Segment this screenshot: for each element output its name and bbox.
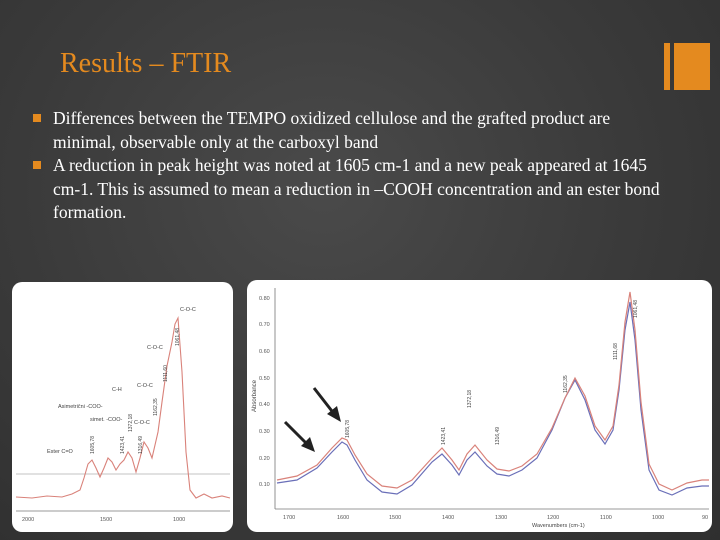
right-y-tick: 0.20 bbox=[259, 456, 270, 462]
right-x-tick: 1100 bbox=[600, 515, 612, 521]
right-y-axis-label: Absorbance bbox=[252, 379, 258, 412]
right-y-tick: 0.10 bbox=[259, 482, 270, 488]
right-y-tick: 0.30 bbox=[259, 429, 270, 435]
right-x-tick: 1300 bbox=[495, 515, 507, 521]
right-peak-label: 1372,18 bbox=[467, 390, 473, 408]
bullet-item: A reduction in peak height was noted at … bbox=[33, 154, 663, 225]
right-peak-label: 1423,41 bbox=[441, 427, 447, 445]
right-x-tick: 1000 bbox=[652, 515, 664, 521]
bullet-list: Differences between the TEMPO oxidized c… bbox=[33, 107, 663, 225]
left-peak-label: 1111,60 bbox=[163, 365, 169, 382]
left-annot-asym: Asimetrični -COO- bbox=[58, 404, 103, 410]
right-x-tick: 1700 bbox=[283, 515, 295, 521]
left-peak-label: 1162,35 bbox=[153, 398, 159, 416]
arrow-icon bbox=[283, 420, 315, 452]
right-y-tick: 0.80 bbox=[259, 296, 270, 302]
square-bullet-icon bbox=[33, 114, 41, 122]
left-annot-coc-mid: C-O-C bbox=[147, 345, 163, 351]
bullet-item: Differences between the TEMPO oxidized c… bbox=[33, 107, 663, 154]
arrow-icon bbox=[312, 387, 341, 422]
right-series-blue bbox=[276, 301, 709, 496]
left-annot-ch: C-H bbox=[112, 387, 122, 393]
right-y-tick: 0.70 bbox=[259, 322, 270, 328]
right-x-tick: 1400 bbox=[442, 515, 454, 521]
left-x-tick: 2000 bbox=[22, 517, 34, 523]
left-x-tick: 1000 bbox=[173, 517, 185, 523]
right-y-tick: 0.50 bbox=[259, 376, 270, 382]
ftir-spectrum-left-svg: C-O-C C-O-C C-O-C C-O-C C-H Asimetrični … bbox=[15, 307, 231, 523]
right-peak-label: 1162,35 bbox=[563, 375, 569, 393]
left-peak-label: 1605,78 bbox=[90, 436, 96, 454]
right-x-tick: 90 bbox=[702, 515, 708, 521]
right-y-tick: 0.60 bbox=[259, 349, 270, 355]
right-x-tick: 1200 bbox=[547, 515, 559, 521]
square-bullet-icon bbox=[33, 161, 41, 169]
left-annot-coc-top: C-O-C bbox=[180, 307, 196, 313]
right-peak-label: 1111,68 bbox=[613, 343, 619, 360]
left-peak-label: 1061,48 bbox=[175, 328, 181, 346]
left-peak-label: 1423,41 bbox=[120, 436, 126, 454]
ftir-spectrum-right-svg: 0.80 0.70 0.60 0.50 0.40 0.30 0.20 0.10 … bbox=[252, 288, 709, 529]
left-annot-ester: Ester C=O bbox=[47, 449, 74, 455]
right-series-red bbox=[276, 291, 709, 491]
right-x-tick: 1600 bbox=[337, 515, 349, 521]
ftir-spectrum-left: C-O-C C-O-C C-O-C C-O-C C-H Asimetrični … bbox=[12, 282, 233, 532]
bullet-text: A reduction in peak height was noted at … bbox=[53, 155, 660, 222]
right-y-tick: 0.40 bbox=[259, 402, 270, 408]
title-accent-bar bbox=[664, 43, 670, 90]
right-peak-label: 1061,48 bbox=[633, 300, 639, 318]
left-peak-label: 1316,49 bbox=[138, 436, 144, 454]
ftir-spectrum-right: 0.80 0.70 0.60 0.50 0.40 0.30 0.20 0.10 … bbox=[247, 280, 712, 532]
title-accent-block bbox=[674, 43, 710, 90]
right-x-tick: 1500 bbox=[389, 515, 401, 521]
left-peak-label: 1372,18 bbox=[128, 414, 134, 432]
left-annot-sym: simet. -COO- bbox=[90, 417, 123, 423]
right-peak-label: 1605,78 bbox=[345, 420, 351, 438]
left-spectrum-line bbox=[15, 315, 231, 499]
slide-title: Results – FTIR bbox=[60, 48, 232, 79]
left-annot-coc-bottom: C-O-C bbox=[134, 420, 150, 426]
right-peak-label: 1316,49 bbox=[495, 427, 501, 445]
right-x-axis-label: Wavenumbers (cm-1) bbox=[532, 523, 585, 529]
left-annot-coc-low: C-O-C bbox=[137, 383, 153, 389]
left-x-tick: 1500 bbox=[100, 517, 112, 523]
bullet-text: Differences between the TEMPO oxidized c… bbox=[53, 108, 611, 152]
